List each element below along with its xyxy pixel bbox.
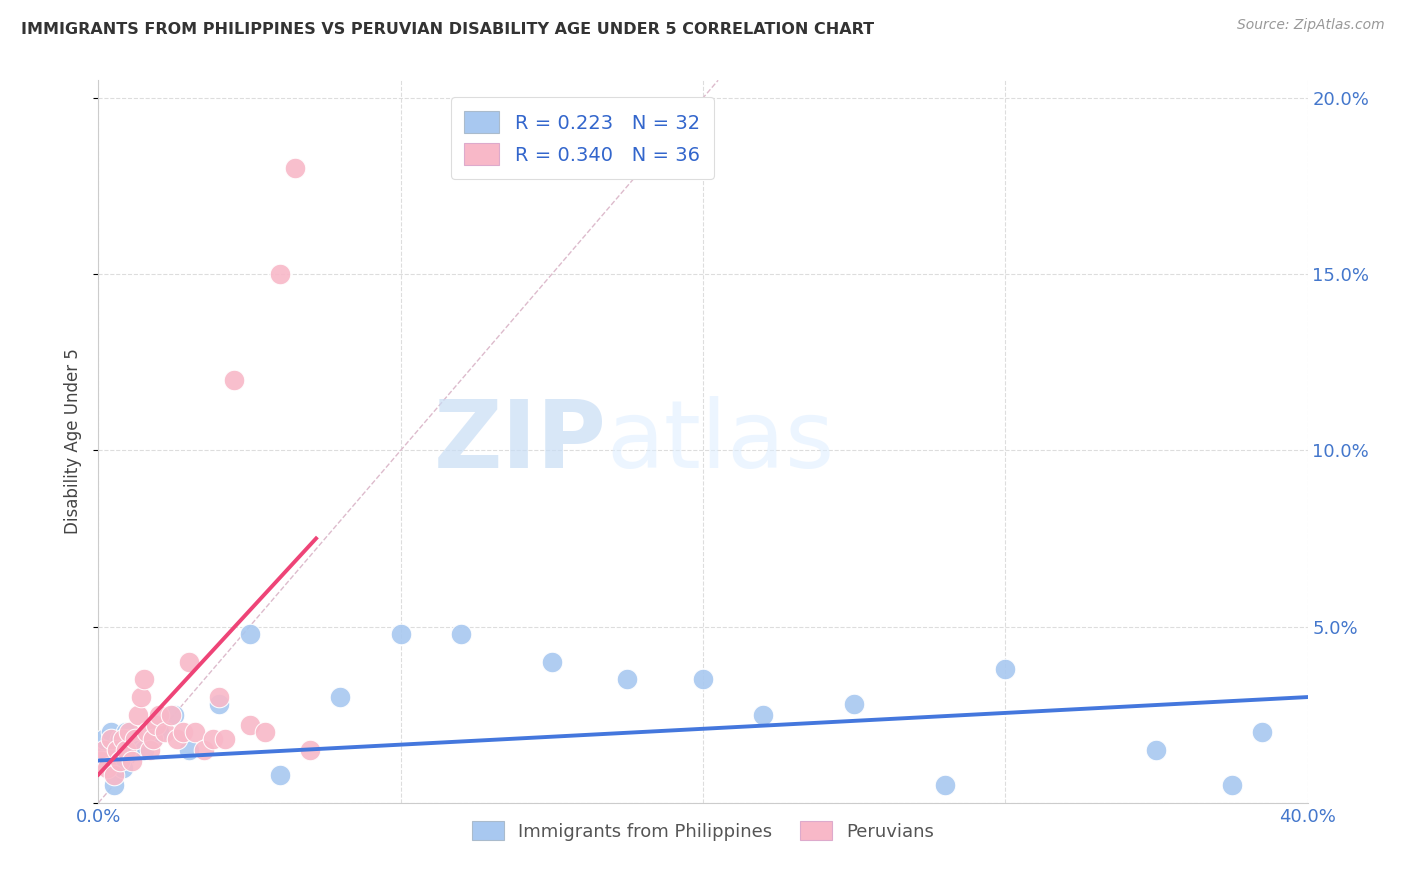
Point bbox=[269, 267, 291, 281]
Point bbox=[93, 732, 115, 747]
Point bbox=[253, 725, 276, 739]
Point bbox=[184, 725, 207, 739]
Point bbox=[105, 743, 128, 757]
Point bbox=[179, 655, 201, 669]
Point bbox=[540, 655, 562, 669]
Text: ZIP: ZIP bbox=[433, 395, 606, 488]
Point bbox=[284, 161, 307, 176]
Point bbox=[692, 673, 714, 687]
Text: IMMIGRANTS FROM PHILIPPINES VS PERUVIAN DISABILITY AGE UNDER 5 CORRELATION CHART: IMMIGRANTS FROM PHILIPPINES VS PERUVIAN … bbox=[21, 22, 875, 37]
Point bbox=[108, 732, 131, 747]
Point bbox=[166, 732, 188, 747]
Point bbox=[172, 725, 194, 739]
Point bbox=[616, 673, 638, 687]
Point bbox=[208, 690, 231, 704]
Point bbox=[132, 743, 155, 757]
Point bbox=[103, 767, 125, 781]
Point bbox=[111, 760, 134, 774]
Point bbox=[1144, 743, 1167, 757]
Point bbox=[121, 754, 143, 768]
Point bbox=[105, 743, 128, 757]
Point bbox=[148, 707, 170, 722]
Point bbox=[145, 718, 167, 732]
Point bbox=[163, 707, 186, 722]
Text: Source: ZipAtlas.com: Source: ZipAtlas.com bbox=[1237, 18, 1385, 32]
Point bbox=[127, 707, 149, 722]
Point bbox=[329, 690, 352, 704]
Point bbox=[108, 754, 131, 768]
Point bbox=[111, 732, 134, 747]
Point bbox=[90, 743, 112, 757]
Point bbox=[100, 732, 122, 747]
Point bbox=[90, 754, 112, 768]
Point bbox=[118, 725, 141, 739]
Point bbox=[239, 626, 262, 640]
Point bbox=[269, 767, 291, 781]
Point bbox=[142, 732, 165, 747]
Point bbox=[139, 743, 162, 757]
Point bbox=[224, 373, 246, 387]
Point bbox=[193, 743, 215, 757]
Point bbox=[135, 725, 157, 739]
Point bbox=[179, 743, 201, 757]
Point bbox=[148, 725, 170, 739]
Point bbox=[389, 626, 412, 640]
Point bbox=[299, 743, 322, 757]
Point bbox=[132, 673, 155, 687]
Point bbox=[142, 732, 165, 747]
Point bbox=[96, 760, 118, 774]
Point bbox=[124, 743, 146, 757]
Point bbox=[1251, 725, 1274, 739]
Point bbox=[153, 725, 176, 739]
Point bbox=[208, 697, 231, 711]
Point bbox=[103, 778, 125, 792]
Point bbox=[114, 725, 136, 739]
Text: atlas: atlas bbox=[606, 395, 835, 488]
Y-axis label: Disability Age Under 5: Disability Age Under 5 bbox=[65, 349, 83, 534]
Point bbox=[844, 697, 866, 711]
Legend: Immigrants from Philippines, Peruvians: Immigrants from Philippines, Peruvians bbox=[464, 814, 942, 848]
Point bbox=[100, 725, 122, 739]
Point bbox=[93, 743, 115, 757]
Point bbox=[994, 662, 1017, 676]
Point bbox=[114, 743, 136, 757]
Point bbox=[160, 707, 183, 722]
Point bbox=[96, 754, 118, 768]
Point bbox=[118, 732, 141, 747]
Point bbox=[934, 778, 956, 792]
Point bbox=[1220, 778, 1243, 792]
Point bbox=[202, 732, 225, 747]
Point bbox=[124, 732, 146, 747]
Point bbox=[214, 732, 236, 747]
Point bbox=[129, 690, 152, 704]
Point bbox=[752, 707, 775, 722]
Point bbox=[239, 718, 262, 732]
Point bbox=[450, 626, 472, 640]
